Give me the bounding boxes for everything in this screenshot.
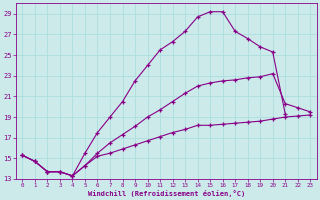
X-axis label: Windchill (Refroidissement éolien,°C): Windchill (Refroidissement éolien,°C): [88, 190, 245, 197]
